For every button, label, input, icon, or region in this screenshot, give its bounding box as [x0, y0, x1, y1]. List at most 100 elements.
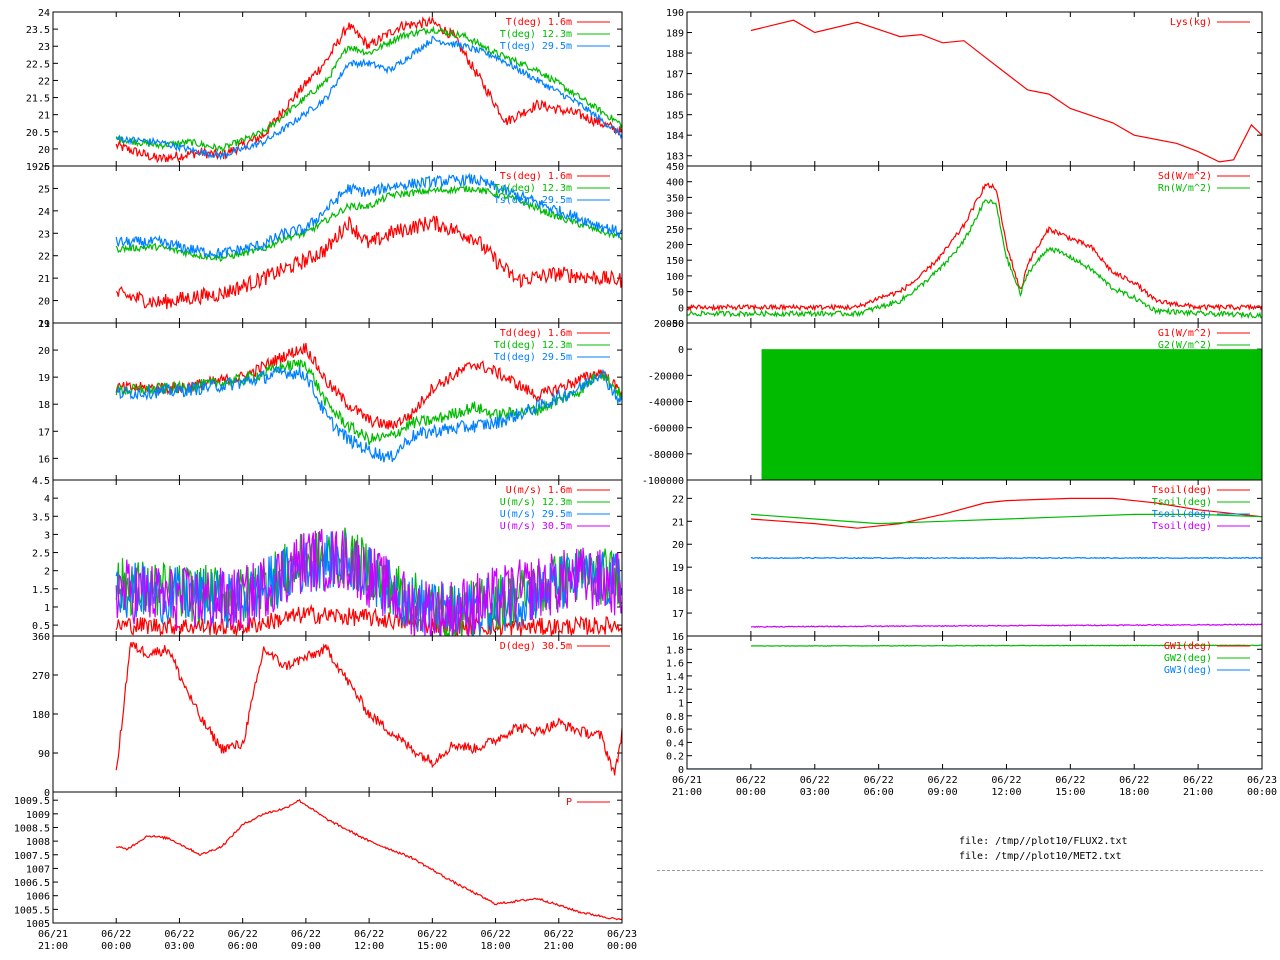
y-tick-label: 270	[32, 671, 50, 682]
x-tick-time: 06:00	[228, 941, 258, 952]
y-tick-label: 19	[672, 563, 684, 574]
plot-area	[761, 349, 1262, 480]
x-tick-time: 09:00	[928, 787, 958, 798]
plot-area	[115, 16, 622, 164]
y-tick-label: 4.5	[32, 476, 50, 487]
y-tick-label: 1009	[26, 810, 50, 821]
x-tick-date: 06/22	[101, 929, 131, 940]
y-tick-label: 360	[32, 632, 50, 643]
y-tick-label: 1008	[26, 837, 50, 848]
series-line	[750, 556, 1262, 560]
series-line	[115, 25, 622, 154]
y-tick-label: 22.5	[26, 59, 50, 70]
y-tick-label: 250	[666, 225, 684, 236]
x-tick-time: 12:00	[991, 787, 1021, 798]
y-tick-label: 24	[38, 8, 50, 19]
y-tick-label: -40000	[648, 398, 684, 409]
y-tick-label: 20	[38, 297, 50, 308]
y-tick-label: 188	[666, 49, 684, 60]
plot-area	[115, 172, 622, 310]
y-tick-label: 19	[38, 373, 50, 384]
y-tick-label: 19	[38, 319, 50, 330]
chart-pressure: 1005 1005.5 1006 1006.5 1007 1007.5 1008 1008.5…	[14, 791, 637, 952]
y-tick-label: 21.5	[26, 94, 50, 105]
legend-label: Tsoil(deg)	[1152, 509, 1212, 520]
x-tick-time: 06:00	[864, 787, 894, 798]
series-line	[115, 641, 622, 776]
plot-area	[750, 497, 1262, 628]
x-tick-time: 00:00	[736, 787, 766, 798]
y-tick-label: 2	[44, 567, 50, 578]
plot-area	[115, 527, 622, 636]
x-tick-time: 15:00	[417, 941, 447, 952]
plot-frame	[52, 635, 623, 793]
y-tick-label: 23.5	[26, 25, 50, 36]
y-tick-label: 18	[38, 400, 50, 411]
y-tick-label: 1006.5	[14, 878, 50, 889]
x-tick-date: 06/22	[1055, 775, 1085, 786]
x-tick-time: 00:00	[607, 941, 637, 952]
plot-area	[115, 641, 622, 776]
x-tick-date: 06/22	[1119, 775, 1149, 786]
x-tick-time: 21:00	[544, 941, 574, 952]
plot-area	[115, 343, 622, 463]
series-line	[115, 185, 622, 262]
y-tick-label: 190	[666, 8, 684, 19]
legend-label: Td(deg) 12.3m	[494, 340, 572, 351]
y-tick-label: 187	[666, 70, 684, 81]
y-tick-label: 350	[666, 193, 684, 204]
legend-label: GW2(deg)	[1164, 653, 1212, 664]
y-tick-label: -60000	[648, 424, 684, 435]
y-tick-label: 22	[38, 76, 50, 87]
y-tick-label: 189	[666, 29, 684, 40]
x-tick-date: 06/21	[672, 775, 702, 786]
x-tick-date: 06/22	[354, 929, 384, 940]
y-tick-label: 1.2	[666, 685, 684, 696]
series-line	[115, 366, 622, 463]
plot-area	[687, 182, 1262, 320]
y-tick-label: -100000	[642, 476, 684, 487]
x-tick-time: 12:00	[354, 941, 384, 952]
series-line	[750, 623, 1262, 628]
legend-label: Ts(deg) 29.5m	[494, 195, 572, 206]
x-tick-date: 06/22	[991, 775, 1021, 786]
series-line	[750, 19, 1262, 163]
x-tick-time: 00:00	[1247, 787, 1277, 798]
y-tick-label: 21	[672, 517, 684, 528]
legend-label: Tsoil(deg)	[1152, 485, 1212, 496]
legend-label: D(deg) 30.5m	[500, 641, 572, 652]
legend-label: P	[566, 797, 572, 808]
x-tick-date: 06/22	[417, 929, 447, 940]
y-tick-label: 16	[672, 632, 684, 643]
x-tick-time: 21:00	[672, 787, 702, 798]
x-tick-date: 06/22	[864, 775, 894, 786]
legend-label: Sd(W/m^2)	[1158, 171, 1212, 182]
y-tick-label: 24	[38, 207, 50, 218]
y-tick-label: 0.2	[666, 752, 684, 763]
x-tick-date: 06/22	[481, 929, 511, 940]
legend-label: U(m/s) 1.6m	[506, 485, 572, 496]
x-tick-time: 03:00	[164, 941, 194, 952]
legend-label: Tsoil(deg)	[1152, 521, 1212, 532]
y-tick-label: 22	[38, 252, 50, 263]
y-tick-label: 186	[666, 90, 684, 101]
y-tick-label: 20000	[654, 319, 684, 330]
y-tick-label: 0	[678, 303, 684, 314]
chart-air-temperature: 19.5 20 20.5 21 21.5 22 22.5 23 23.5 24 T(deg) 1.6…	[26, 8, 623, 173]
y-tick-label: 180	[32, 710, 50, 721]
series-line	[115, 359, 622, 446]
legend-label: T(deg) 12.3m	[500, 29, 572, 40]
series-line	[687, 182, 1262, 312]
x-tick-time: 09:00	[291, 941, 321, 952]
x-tick-date: 06/22	[736, 775, 766, 786]
chart-radiation: -50 0 50 100 150 200 250 300 350 400 450 Sd(W/m^2)R…	[666, 162, 1263, 330]
y-tick-label: 20.5	[26, 128, 50, 139]
plot-area	[687, 644, 1262, 769]
x-tick-time: 15:00	[1055, 787, 1085, 798]
x-tick-date: 06/22	[544, 929, 574, 940]
y-tick-label: 0.5	[32, 621, 50, 632]
y-tick-label: 1008.5	[14, 823, 50, 834]
chart-wind-speed: 0.5 1 1.5 2 2.5 3 3.5 4 4.5 U(m/s) 1.6mU(m/s) 12.…	[32, 476, 623, 637]
series-line	[750, 513, 1262, 525]
